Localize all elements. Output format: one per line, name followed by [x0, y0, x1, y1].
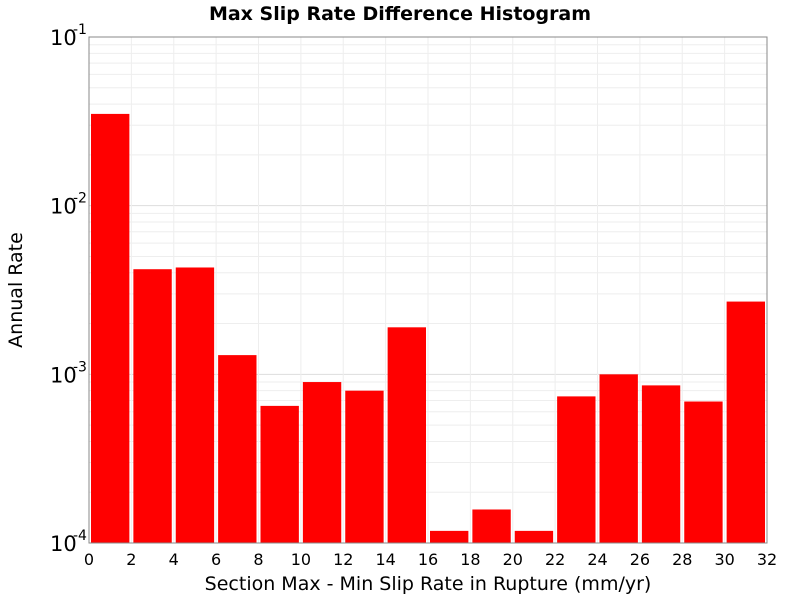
x-tick-label: 28 [672, 550, 692, 569]
y-tick-exponent: -4 [73, 528, 87, 544]
histogram-bar [599, 374, 638, 543]
x-tick-label: 16 [418, 550, 438, 569]
y-tick-base: 10 [50, 532, 77, 556]
histogram-bar [133, 269, 172, 543]
x-tick-label: 12 [333, 550, 353, 569]
x-tick-label: 20 [503, 550, 523, 569]
y-tick-label: 10-1 [50, 22, 87, 50]
y-tick-exponent: -2 [73, 191, 87, 207]
histogram-bar [430, 530, 469, 543]
y-tick-label: 10-3 [50, 359, 87, 387]
x-tick-label: 0 [84, 550, 94, 569]
x-tick-label: 2 [126, 550, 136, 569]
x-tick-label: 10 [291, 550, 311, 569]
y-tick-exponent: -3 [73, 359, 87, 375]
x-axis-label: Section Max - Min Slip Rate in Rupture (… [205, 573, 652, 595]
chart-title: Max Slip Rate Difference Histogram [209, 3, 591, 25]
histogram-bar [557, 396, 596, 543]
histogram-bar [91, 113, 130, 544]
histogram-bar [726, 301, 765, 543]
y-tick-base: 10 [50, 363, 77, 387]
histogram-bar [472, 509, 511, 543]
y-tick-label: 10-2 [50, 191, 87, 219]
y-axis-label: Annual Rate [5, 232, 27, 348]
histogram-bar [260, 405, 299, 543]
x-tick-label: 26 [630, 550, 650, 569]
x-tick-label: 14 [375, 550, 395, 569]
y-tick-base: 10 [50, 26, 77, 50]
histogram-bar [218, 355, 257, 543]
x-tick-label: 6 [211, 550, 221, 569]
x-tick-label: 30 [714, 550, 734, 569]
histogram-bar [684, 401, 723, 543]
y-tick-base: 10 [50, 195, 77, 219]
x-axis-ticks: 0 2 4 6 8 10 12 14 16 18 20 22 24 26 28 30 32 [84, 550, 777, 569]
x-tick-label: 8 [253, 550, 263, 569]
x-tick-label: 24 [587, 550, 607, 569]
histogram-bar [302, 382, 342, 543]
histogram-bar [641, 385, 681, 543]
x-tick-label: 4 [169, 550, 179, 569]
histogram-bar [514, 530, 554, 543]
y-tick-exponent: -1 [73, 22, 87, 38]
y-axis-ticks: 10-410-310-210-1 [50, 22, 87, 556]
x-tick-label: 22 [545, 550, 565, 569]
y-tick-label: 10-4 [50, 528, 87, 556]
histogram-bar [387, 327, 426, 543]
x-tick-label: 32 [757, 550, 777, 569]
histogram-bar [345, 390, 384, 543]
plot-frame [88, 36, 768, 544]
x-tick-label: 18 [460, 550, 480, 569]
histogram-bar [175, 267, 215, 543]
bar-series [91, 113, 765, 544]
